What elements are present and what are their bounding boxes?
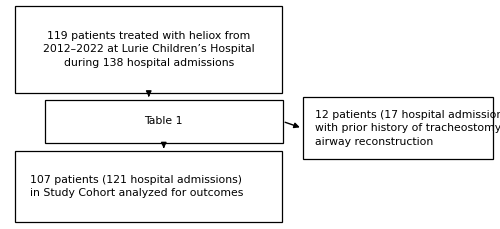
Text: Table 1: Table 1 bbox=[144, 116, 183, 126]
Bar bbox=[15, 151, 282, 222]
Bar bbox=[15, 6, 282, 93]
Text: 119 patients treated with heliox from
2012–2022 at Lurie Children’s Hospital
dur: 119 patients treated with heliox from 20… bbox=[43, 31, 255, 68]
Text: 12 patients (17 hospital admissions)
with prior history of tracheostomy or
airwa: 12 patients (17 hospital admissions) wit… bbox=[315, 110, 500, 147]
Text: 107 patients (121 hospital admissions)
in Study Cohort analyzed for outcomes: 107 patients (121 hospital admissions) i… bbox=[30, 175, 244, 199]
Bar bbox=[45, 100, 282, 143]
Bar bbox=[302, 97, 492, 159]
